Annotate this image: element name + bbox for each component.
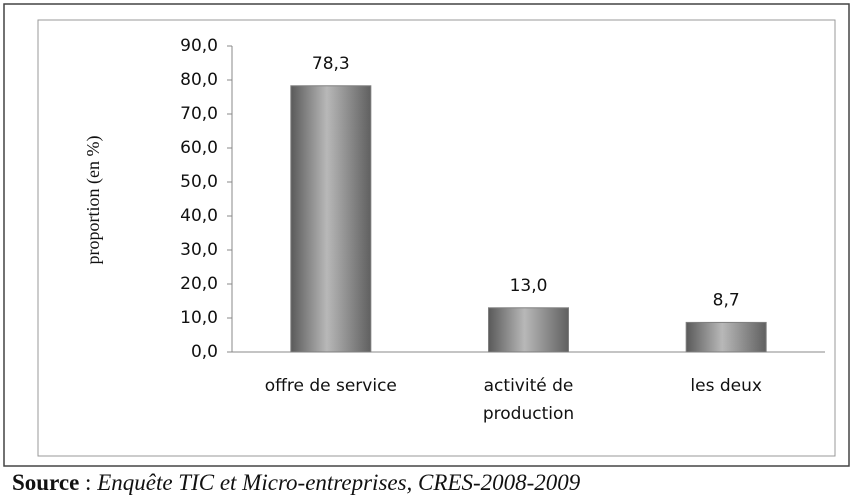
y-tick-label: 30,0 xyxy=(180,240,218,260)
y-axis-label: proportion (en %) xyxy=(83,136,104,265)
y-tick-label: 0,0 xyxy=(191,342,218,362)
source: Source : Enquête TIC et Micro-entreprise… xyxy=(12,470,580,496)
bar xyxy=(488,307,569,353)
x-tick-label: activité de production xyxy=(482,376,575,424)
x-tick-label: les deux xyxy=(690,376,762,396)
data-label: 78,3 xyxy=(312,54,350,74)
data-label: 13,0 xyxy=(510,276,548,296)
y-tick-label: 60,0 xyxy=(180,138,218,158)
y-tick-label: 90,0 xyxy=(180,36,218,56)
y-tick-label: 70,0 xyxy=(180,104,218,124)
data-label: 8,7 xyxy=(713,290,740,310)
outer-frame xyxy=(3,3,850,467)
y-tick-label: 40,0 xyxy=(180,206,218,226)
bar xyxy=(685,321,767,353)
source-text: Enquête TIC et Micro-entreprises, CRES-2… xyxy=(97,470,581,495)
y-tick-label: 20,0 xyxy=(180,274,218,294)
source-label: Source xyxy=(12,470,80,495)
bar xyxy=(290,85,372,353)
y-tick-label: 50,0 xyxy=(180,172,218,192)
y-tick-label: 80,0 xyxy=(180,70,218,90)
y-tick-label: 10,0 xyxy=(180,308,218,328)
source-separator: : xyxy=(85,470,92,495)
x-tick-label: offre de service xyxy=(264,376,397,396)
chart-frame xyxy=(37,19,836,457)
